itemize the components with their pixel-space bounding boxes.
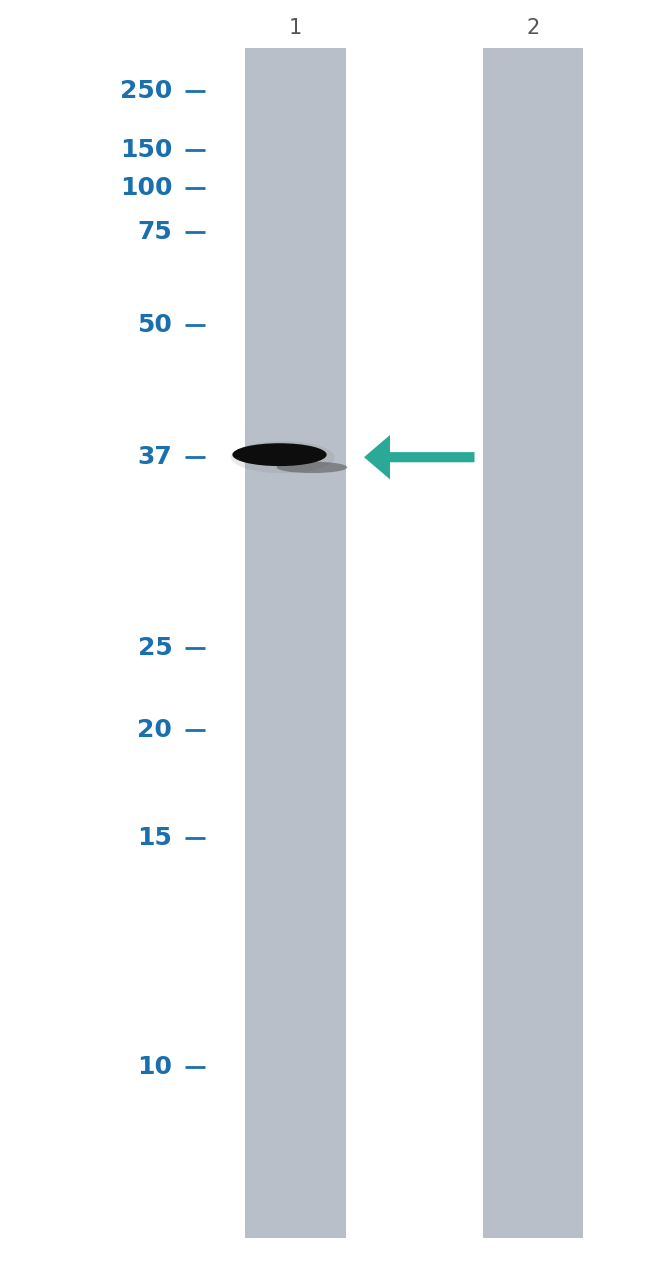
Text: 25: 25 — [138, 636, 172, 659]
FancyArrow shape — [364, 434, 474, 479]
Text: 2: 2 — [526, 18, 539, 38]
Text: 1: 1 — [289, 18, 302, 38]
Bar — [482, 48, 584, 1238]
Ellipse shape — [231, 441, 335, 474]
Text: 75: 75 — [138, 221, 172, 244]
Text: 250: 250 — [120, 80, 172, 103]
Text: 10: 10 — [137, 1055, 172, 1078]
Ellipse shape — [233, 443, 326, 466]
Text: 15: 15 — [137, 827, 172, 850]
Text: 100: 100 — [120, 177, 172, 199]
Text: 150: 150 — [120, 138, 172, 161]
Text: 37: 37 — [138, 446, 172, 469]
Text: 50: 50 — [137, 314, 172, 337]
Bar — [246, 48, 346, 1238]
Ellipse shape — [277, 462, 347, 474]
Text: 20: 20 — [137, 719, 172, 742]
